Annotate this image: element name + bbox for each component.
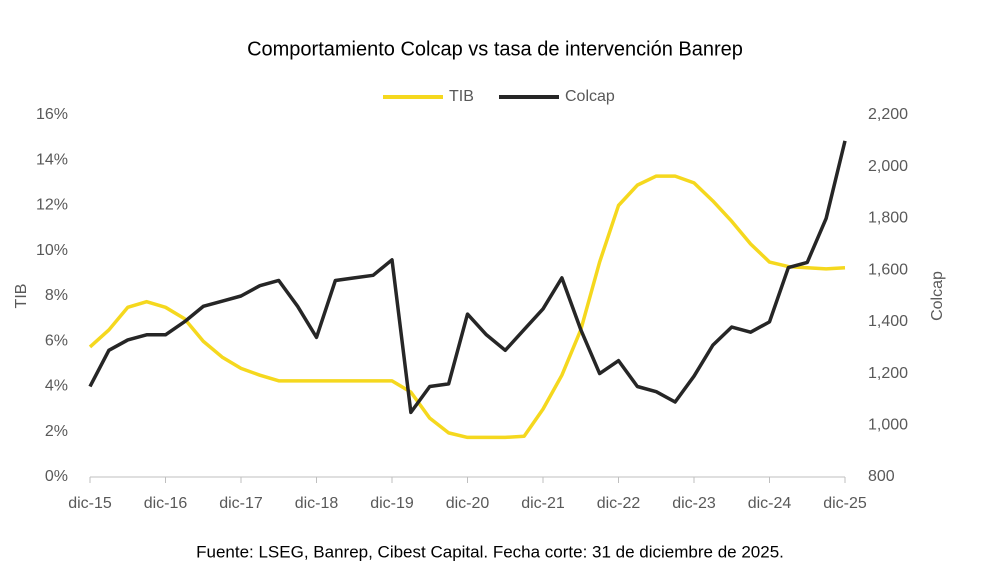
x-tick-label: dic-25 [823,495,867,512]
y-axis-label: TIB [13,284,30,309]
y-tick-label: 10% [36,242,68,259]
footnote: Fuente: LSEG, Banrep, Cibest Capital. Fe… [196,542,784,561]
y2-tick-label: 1,000 [868,417,908,434]
x-tick-label: dic-24 [748,495,792,512]
y2-tick-label: 1,600 [868,261,908,278]
legend-label: TIB [449,88,474,105]
y2-tick-label: 1,400 [868,313,908,330]
y2-tick-label: 2,000 [868,158,908,175]
legend-label: Colcap [565,88,615,105]
y-tick-label: 12% [36,197,68,214]
y-tick-label: 8% [45,287,68,304]
y-tick-label: 2% [45,423,68,440]
y2-tick-label: 800 [868,468,895,485]
y2-tick-label: 2,200 [868,106,908,123]
y-tick-label: 6% [45,332,68,349]
x-tick-label: dic-17 [219,495,263,512]
y-tick-label: 14% [36,151,68,168]
y-tick-label: 4% [45,378,68,395]
x-tick-label: dic-20 [446,495,490,512]
y2-tick-label: 1,800 [868,210,908,227]
x-tick-label: dic-21 [521,495,565,512]
x-tick-label: dic-15 [68,495,112,512]
series-line [88,140,847,415]
series-line [88,174,846,440]
x-tick-label: dic-19 [370,495,414,512]
chart-title: Comportamiento Colcap vs tasa de interve… [247,38,743,60]
y2-tick-label: 1,200 [868,365,908,382]
y-tick-label: 16% [36,106,68,123]
y-tick-label: 0% [45,468,68,485]
x-tick-label: dic-16 [144,495,188,512]
x-tick-label: dic-18 [295,495,339,512]
y2-axis-label: Colcap [929,271,946,321]
x-tick-label: dic-22 [597,495,641,512]
x-tick-label: dic-23 [672,495,716,512]
